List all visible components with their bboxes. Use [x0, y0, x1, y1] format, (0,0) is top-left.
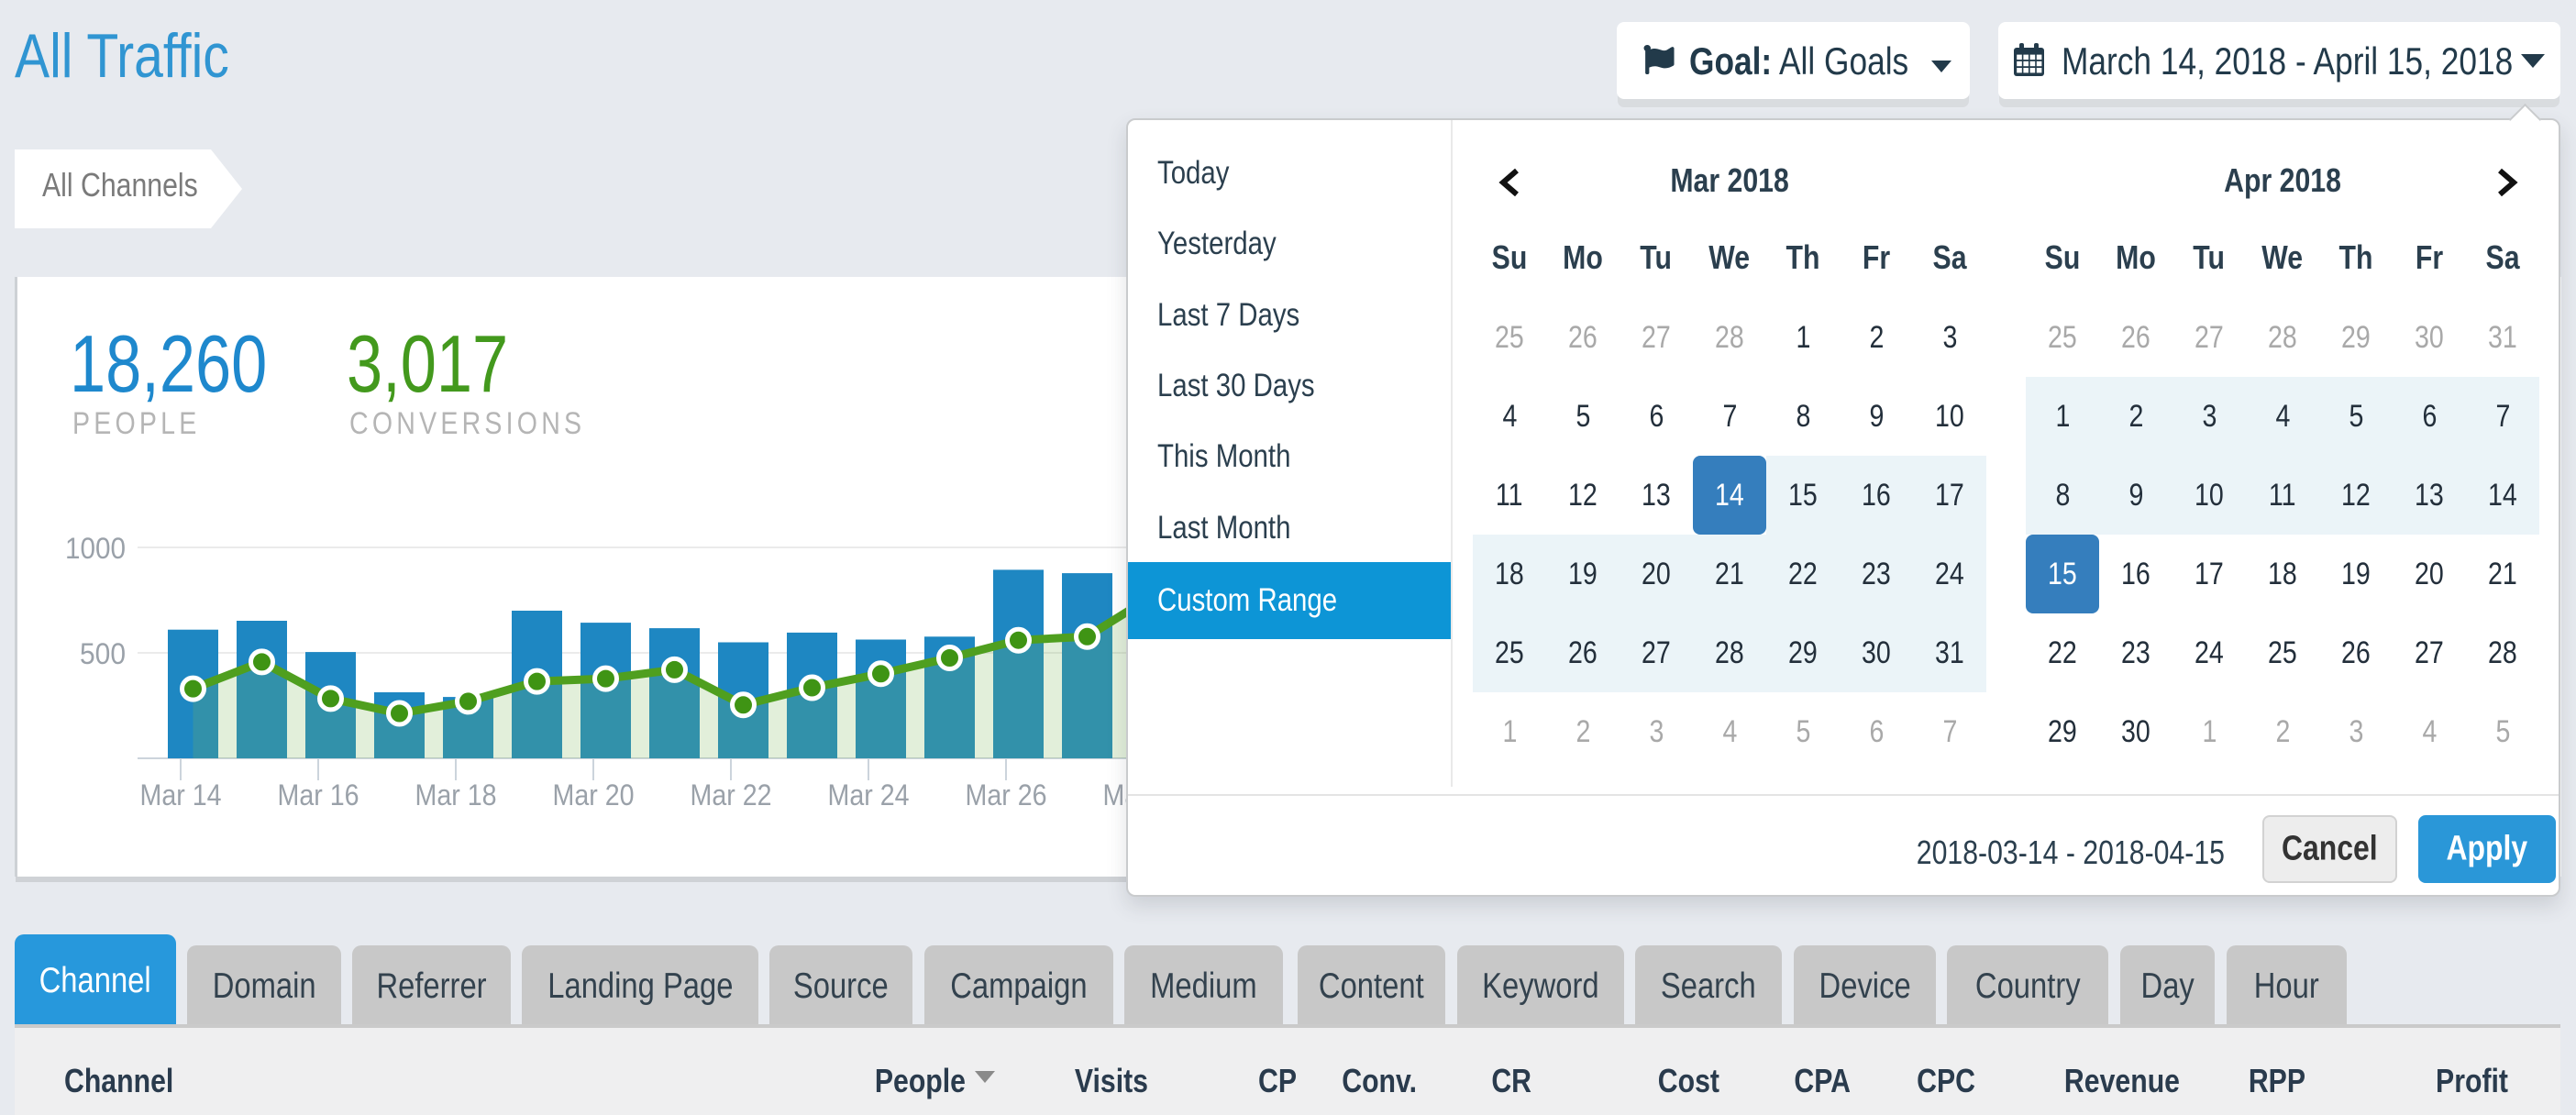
svg-text:Mar 24: Mar 24	[828, 778, 910, 811]
svg-text:Mar 22: Mar 22	[691, 778, 772, 811]
svg-text:500: 500	[80, 637, 126, 670]
svg-text:Mar 16: Mar 16	[278, 778, 359, 811]
svg-text:Mar 26: Mar 26	[966, 778, 1047, 811]
svg-text:1000: 1000	[65, 532, 126, 565]
svg-text:Mar 20: Mar 20	[553, 778, 635, 811]
svg-text:Mar 18: Mar 18	[415, 778, 497, 811]
svg-text:Mar 14: Mar 14	[140, 778, 222, 811]
